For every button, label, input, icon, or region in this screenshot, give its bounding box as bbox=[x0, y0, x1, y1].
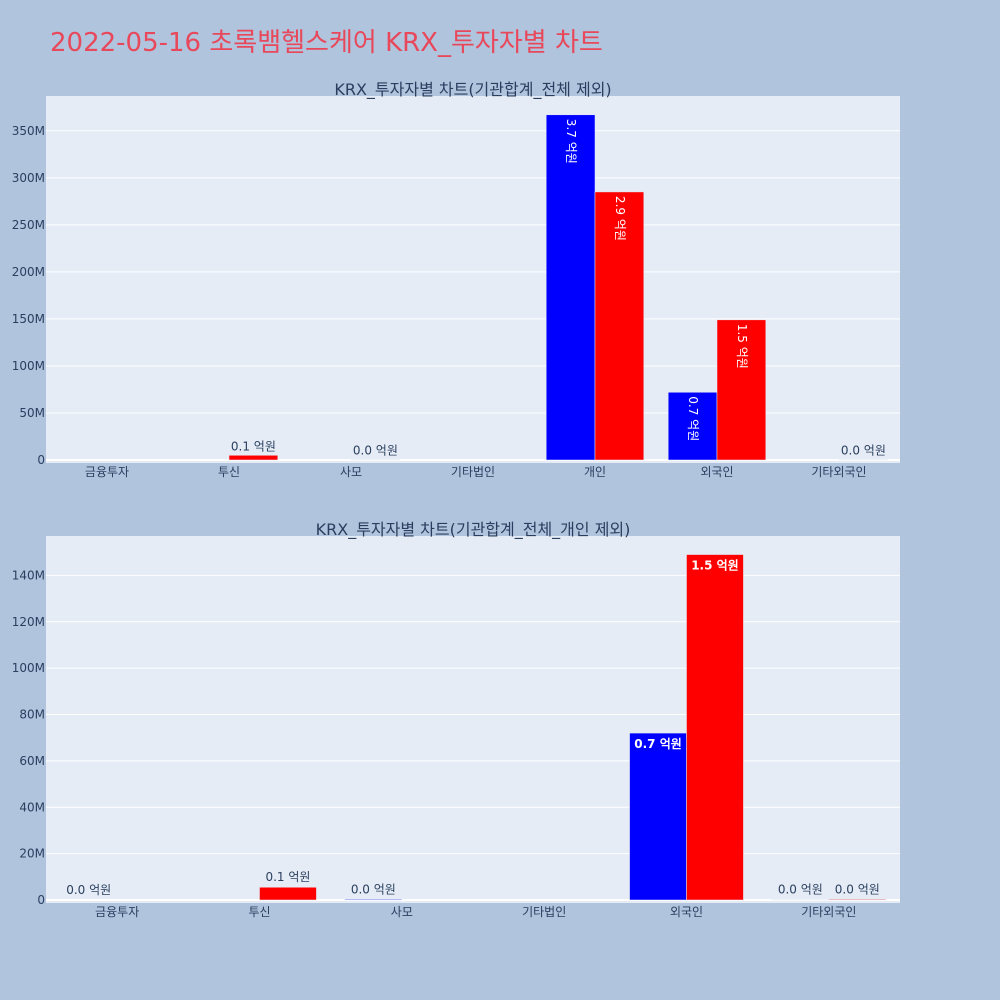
x-tick-label: 기타외국인 bbox=[801, 905, 856, 919]
y-tick-label: 150M bbox=[12, 312, 45, 326]
y-tick-label: 50M bbox=[19, 406, 45, 420]
plot-area bbox=[46, 536, 900, 903]
bar bbox=[594, 191, 645, 461]
bar bbox=[629, 732, 687, 901]
x-tick-label: 외국인 bbox=[670, 905, 703, 919]
y-tick-label: 20M bbox=[19, 847, 45, 861]
x-tick-label: 사모 bbox=[391, 905, 413, 919]
data-label: 0.0 억원 bbox=[353, 444, 398, 458]
data-label: 0.1 억원 bbox=[265, 870, 310, 884]
x-tick-label: 개인 bbox=[584, 465, 606, 479]
data-label: 0.0 억원 bbox=[841, 444, 886, 458]
data-label: 0.7 억원 bbox=[634, 737, 682, 751]
y-tick-label: 300M bbox=[12, 171, 45, 185]
y-tick-label: 100M bbox=[12, 359, 45, 373]
x-tick-label: 사모 bbox=[340, 465, 362, 479]
bar bbox=[667, 392, 718, 461]
bar bbox=[259, 886, 317, 901]
y-tick-label: 200M bbox=[12, 265, 45, 279]
x-tick-label: 기타법인 bbox=[522, 905, 566, 919]
bar bbox=[228, 455, 279, 461]
y-tick-label: 60M bbox=[19, 754, 45, 768]
data-label: 0.0 억원 bbox=[835, 882, 880, 896]
x-tick-label: 금융투자 bbox=[95, 905, 139, 919]
y-tick-label: 0 bbox=[37, 453, 45, 467]
y-tick-label: 350M bbox=[12, 124, 45, 138]
y-tick-label: 80M bbox=[19, 708, 45, 722]
x-tick-label: 투신 bbox=[248, 905, 270, 919]
x-tick-label: 기타법인 bbox=[451, 465, 495, 479]
data-label: 1.5 억원 bbox=[735, 324, 749, 369]
x-tick-label: 외국인 bbox=[700, 465, 733, 479]
data-label: 3.7 억원 bbox=[564, 119, 578, 164]
y-tick-label: 40M bbox=[19, 800, 45, 814]
data-label: 0.0 억원 bbox=[66, 883, 111, 897]
data-label: 0.7 억원 bbox=[686, 396, 700, 441]
chart-2: 0 20M 40M 60M 80M 100M 120M 140M KRX_투자자별 차트(기관합… bbox=[12, 520, 900, 919]
plot-area bbox=[46, 96, 900, 463]
bar bbox=[716, 319, 767, 461]
x-tick-label: 금융투자 bbox=[85, 465, 129, 479]
x-tick-label: 투신 bbox=[218, 465, 240, 479]
x-tick-label: 기타외국인 bbox=[811, 465, 866, 479]
bar bbox=[344, 899, 403, 901]
chart-1: 0 50M 100M 150M 200M 250M 300M 350M KRX_투자자별 차트(… bbox=[12, 80, 900, 479]
y-tick-label: 140M bbox=[12, 568, 45, 582]
chart-title: KRX_투자자별 차트(기관합계_전체 제외) bbox=[334, 80, 611, 100]
chart-title: KRX_투자자별 차트(기관합계_전체_개인 제외) bbox=[316, 520, 631, 540]
y-tick-label: 250M bbox=[12, 218, 45, 232]
y-tick-label: 100M bbox=[12, 661, 45, 675]
data-label: 0.0 억원 bbox=[351, 882, 396, 896]
y-tick-label: 120M bbox=[12, 615, 45, 629]
bar bbox=[828, 899, 887, 901]
data-label: 1.5 억원 bbox=[691, 559, 739, 573]
bar bbox=[545, 114, 596, 461]
bar bbox=[686, 554, 744, 901]
data-label: 2.9 억원 bbox=[613, 196, 627, 241]
data-label: 0.0 억원 bbox=[778, 883, 823, 897]
data-label: 0.1 억원 bbox=[231, 439, 276, 453]
page-title: 2022-05-16 초록뱀헬스케어 KRX_투자자별 차트 bbox=[50, 28, 603, 58]
y-tick-label: 0 bbox=[37, 893, 45, 907]
